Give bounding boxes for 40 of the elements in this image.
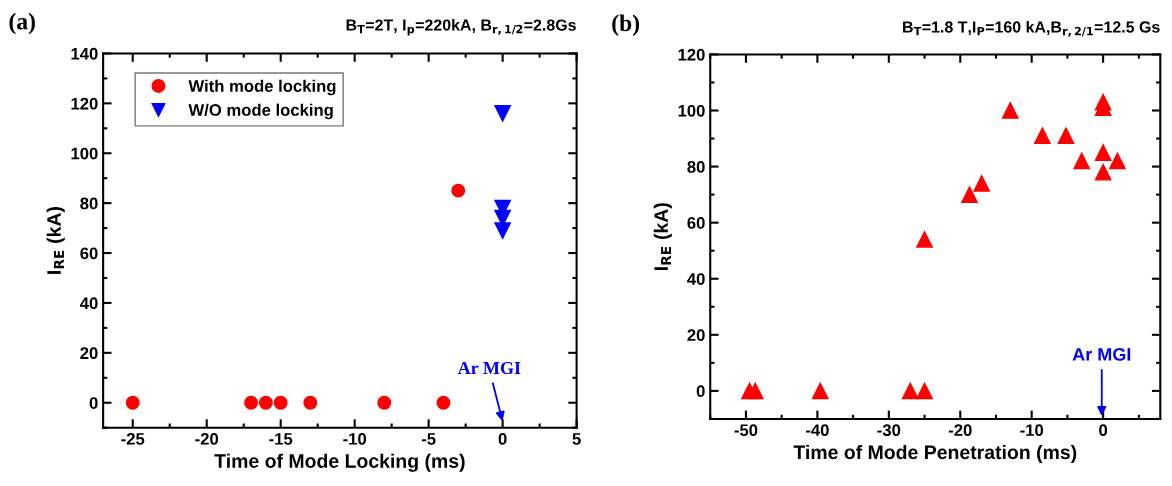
y-tick-label: 80 xyxy=(80,197,98,210)
x-tick-label: -50 xyxy=(734,424,758,437)
x-tick-label: 0 xyxy=(498,432,507,445)
y-tick-label: 0 xyxy=(696,385,705,398)
x-tick-label: 0 xyxy=(1099,424,1108,437)
annotation: Ar MGI xyxy=(1072,347,1131,361)
y-tick-label: 40 xyxy=(79,297,98,310)
y-tick-label: 20 xyxy=(80,347,98,360)
y-tick-label: 20 xyxy=(687,329,705,342)
y-tick-label: 0 xyxy=(89,397,98,409)
x-tick-label: -40 xyxy=(805,424,829,437)
y-tick-label: 60 xyxy=(687,217,705,229)
chart-subtitle: B$_{T}$=2T, I$_{p}$=220kA, B$_{r,1/2}$=2.8Gs xyxy=(346,18,576,36)
x-tick-label: 5 xyxy=(572,433,581,445)
x-tick-label: -20 xyxy=(948,424,972,437)
x-tick-label: -25 xyxy=(121,432,145,445)
y-axis-title: I$_{RE}$ (kA) xyxy=(653,203,672,270)
x-axis-title: Time of Mode Penetration (ms) xyxy=(793,444,1077,464)
y-tick-label: 100 xyxy=(71,147,98,160)
y-tick-label: 80 xyxy=(687,160,705,173)
legend-label: W/O mode locking xyxy=(188,103,333,120)
y-tick-label: 100 xyxy=(678,104,705,117)
x-tick-label: -20 xyxy=(195,432,219,445)
y-tick-label: 120 xyxy=(678,48,705,61)
chart-title: (a) xyxy=(9,12,35,35)
y-tick-label: 60 xyxy=(80,247,98,260)
x-tick-label: -10 xyxy=(343,432,367,445)
x-tick-label: -15 xyxy=(269,433,293,445)
y-tick-label: 120 xyxy=(71,97,98,110)
y-tick-label: 140 xyxy=(71,47,98,60)
chart-subtitle: B$_{T}$=1.8 T,I$_{P}$=160 kA,B$_{r,2/1}$=12.5 Gs xyxy=(903,20,1160,37)
chart-title: (b) xyxy=(612,14,640,36)
x-axis-title: Time of Mode Locking (ms) xyxy=(214,453,465,472)
y-tick-label: 40 xyxy=(687,273,705,285)
y-axis-title: I$_{RE}$ (kA) xyxy=(46,207,65,274)
x-tick-label: -5 xyxy=(421,433,436,445)
legend-label: With mode locking xyxy=(188,79,336,96)
annotation: Ar MGI xyxy=(457,361,521,375)
x-tick-label: -30 xyxy=(877,424,901,437)
x-tick-label: -10 xyxy=(1020,424,1044,437)
